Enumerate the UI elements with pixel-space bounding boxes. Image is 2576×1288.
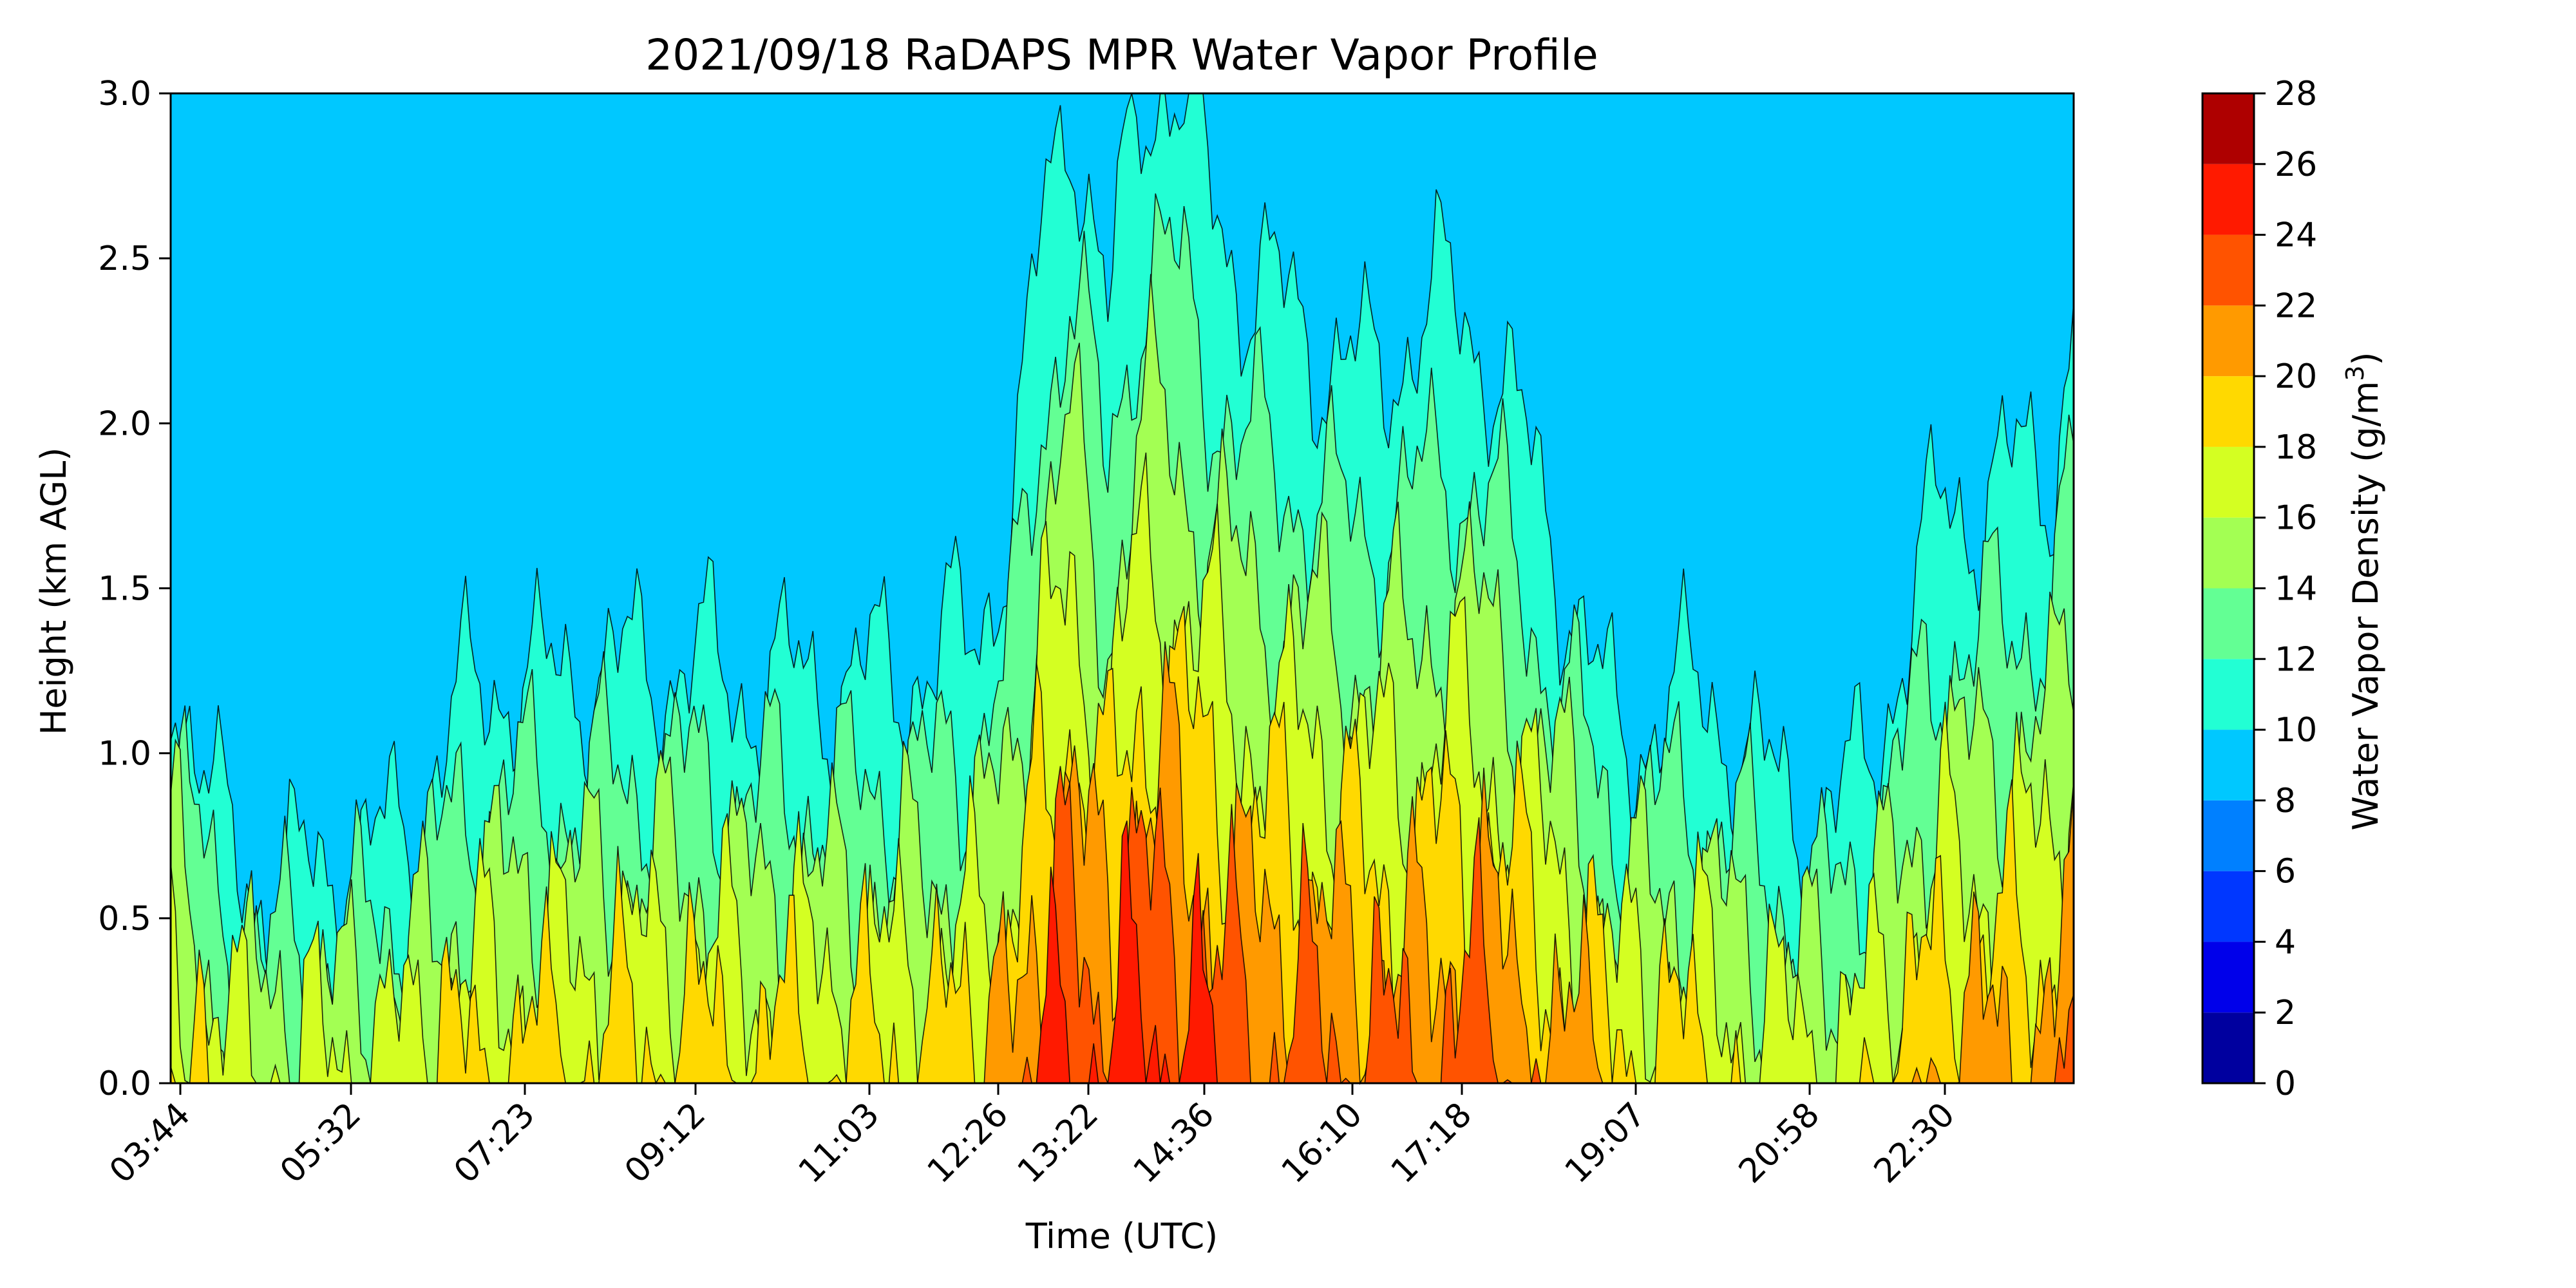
x-tick-label: 14:36 (1126, 1095, 1222, 1191)
colorbar-tick-label: 8 (2275, 782, 2296, 820)
y-tick-label: 2.5 (98, 240, 151, 278)
colorbar-tick-label: 6 (2275, 853, 2296, 891)
plot-area (169, 92, 2075, 1085)
x-axis-label: Time (UTC) (1025, 1216, 1218, 1256)
x-tick-label: 19:07 (1558, 1095, 1653, 1191)
y-tick-label: 1.0 (98, 735, 151, 773)
colorbar-tick-label: 18 (2275, 428, 2317, 467)
colorbar-segment (2202, 446, 2254, 518)
x-tick-label: 07:23 (447, 1095, 542, 1191)
colorbar-label-text: Water Vapor Density (g/m (2345, 381, 2386, 831)
y-tick-label: 2.0 (98, 404, 151, 443)
colorbar-tick-label: 0 (2275, 1065, 2296, 1103)
y-tick-label: 1.5 (98, 570, 151, 609)
x-tick-label: 03:44 (102, 1095, 198, 1191)
x-tick-label: 12:26 (920, 1095, 1016, 1191)
colorbar-segment (2202, 659, 2254, 730)
colorbar-tick-label: 14 (2275, 570, 2317, 609)
colorbar-segment (2202, 517, 2254, 589)
colorbar-segment (2202, 93, 2254, 164)
colorbar-segment (2202, 164, 2254, 235)
y-tick-label: 0.5 (98, 900, 151, 938)
y-tick-label: 3.0 (98, 75, 151, 113)
colorbar-tick-label: 22 (2275, 287, 2317, 325)
x-tick-label: 13:22 (1010, 1095, 1106, 1191)
x-tick-label: 20:58 (1732, 1095, 1827, 1191)
colorbar-segment (2202, 1012, 2254, 1083)
colorbar-label-close: ) (2345, 352, 2386, 365)
colorbar-tick-label: 10 (2275, 711, 2317, 750)
colorbar-tick-label: 4 (2275, 923, 2296, 961)
x-tick-label: 16:10 (1274, 1095, 1370, 1191)
colorbar-segment (2202, 376, 2254, 447)
x-tick-label: 09:12 (618, 1095, 713, 1191)
colorbar-tick-label: 20 (2275, 357, 2317, 396)
chart-title: 2021/09/18 RaDAPS MPR Water Vapor Profil… (645, 30, 1598, 80)
colorbar-segment (2202, 730, 2254, 800)
y-axis: 0.0 0.5 1.0 1.5 2.0 2.5 3.0 (98, 75, 171, 1103)
colorbar-segment (2202, 234, 2254, 306)
colorbar-segment (2202, 871, 2254, 942)
colorbar-tick-label: 24 (2275, 216, 2317, 255)
colorbar-tick-label: 26 (2275, 146, 2317, 184)
colorbar-tick-label: 16 (2275, 499, 2317, 538)
colorbar-segment (2202, 305, 2254, 377)
x-tick-label: 05:32 (273, 1095, 368, 1191)
colorbar-tick-label: 2 (2275, 994, 2296, 1032)
colorbar-segment (2202, 942, 2254, 1013)
x-tick-label: 17:18 (1384, 1095, 1479, 1191)
x-tick-label: 11:03 (791, 1095, 887, 1191)
colorbar-label-superscript: 3 (2341, 365, 2369, 381)
contour-fill (170, 93, 2074, 1085)
colorbar-tick-label: 12 (2275, 640, 2317, 679)
y-tick-label: 0.0 (98, 1065, 151, 1103)
x-tick-label: 22:30 (1867, 1095, 1962, 1191)
y-axis-label: Height (km AGL) (33, 448, 74, 735)
colorbar-tick-label: 28 (2275, 75, 2317, 113)
colorbar-segment (2202, 800, 2254, 871)
colorbar-label: Water Vapor Density (g/m3) (2341, 352, 2386, 830)
colorbar-segment (2202, 588, 2254, 659)
